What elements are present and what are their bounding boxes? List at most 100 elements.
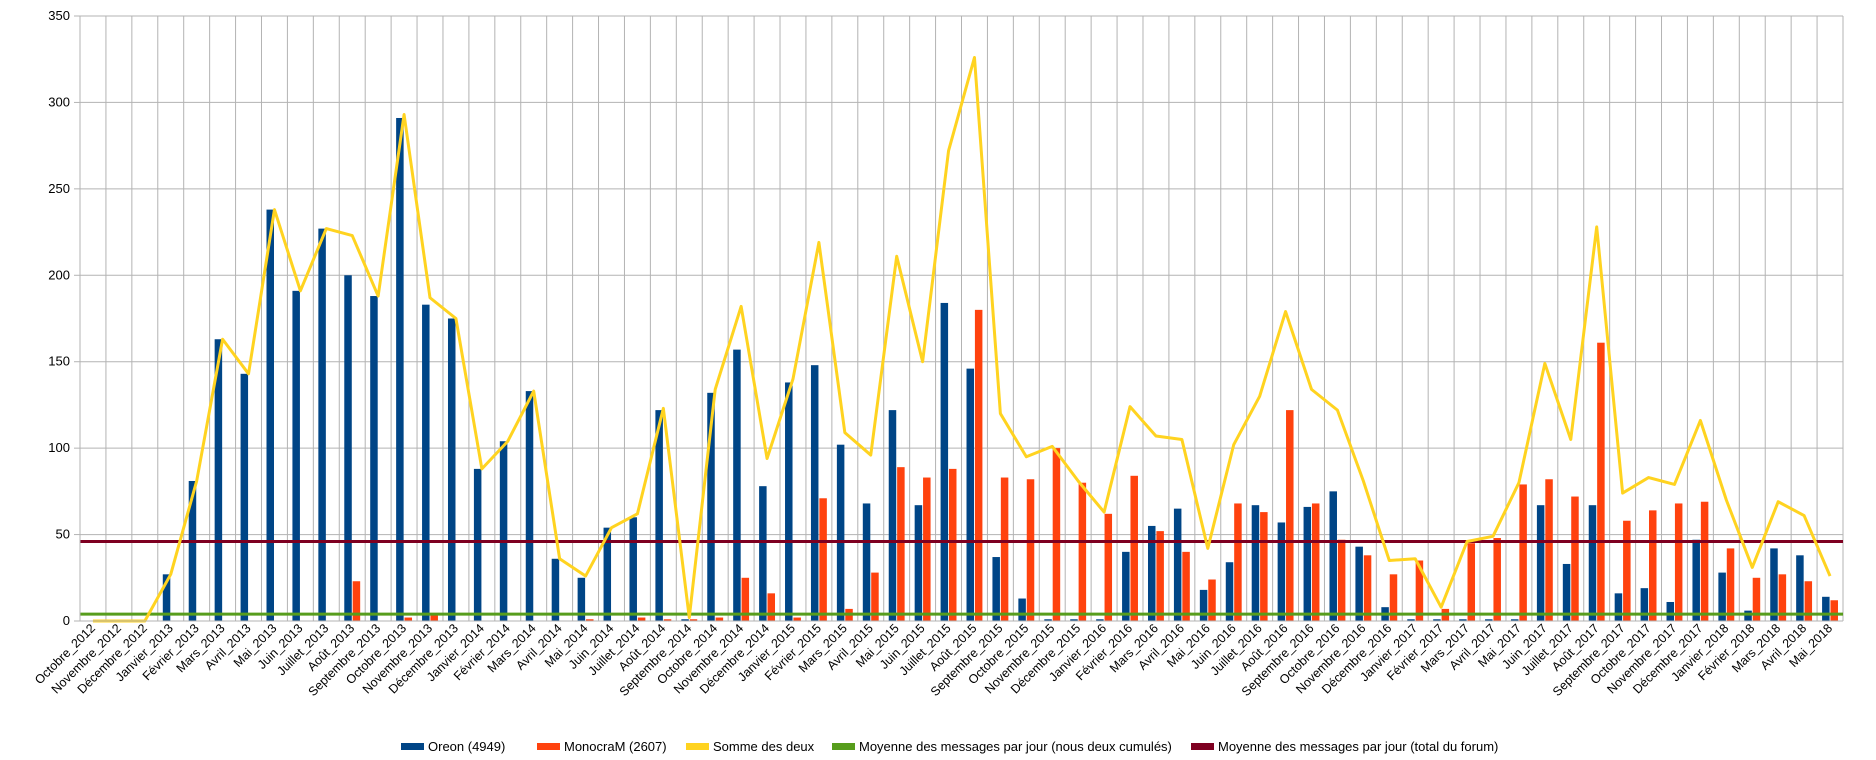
bar xyxy=(1337,539,1346,621)
y-tick-label: 150 xyxy=(48,354,70,369)
bar xyxy=(793,617,801,621)
bar xyxy=(1459,619,1467,621)
bar xyxy=(1433,619,1441,621)
bar xyxy=(344,275,352,621)
bar xyxy=(370,296,378,621)
y-tick-label: 100 xyxy=(48,440,70,455)
bar xyxy=(1493,538,1501,621)
bar xyxy=(1597,342,1605,621)
bar xyxy=(1485,619,1493,621)
bar xyxy=(1182,551,1190,621)
bar xyxy=(422,304,430,621)
legend-swatch xyxy=(401,743,424,750)
bar xyxy=(586,619,594,621)
bar xyxy=(266,209,274,621)
bar xyxy=(162,574,171,621)
bar xyxy=(1363,555,1372,621)
bar xyxy=(1173,508,1182,621)
bar xyxy=(318,228,326,621)
legend: Oreon (4949) MonocraM (2607) Somme des deu… xyxy=(401,739,1498,754)
bar xyxy=(1640,588,1649,621)
bar xyxy=(1122,551,1130,621)
bar xyxy=(603,527,612,621)
bar xyxy=(1000,477,1009,621)
bar xyxy=(1156,531,1164,621)
bar xyxy=(1277,522,1286,621)
bar xyxy=(1052,448,1061,621)
bar xyxy=(1718,572,1726,621)
bar xyxy=(1778,574,1787,621)
legend-item: Moyenne des messages par jour (nous deux… xyxy=(832,739,1172,754)
bar xyxy=(1026,479,1035,621)
bar xyxy=(188,480,197,621)
bar xyxy=(862,503,871,621)
bar xyxy=(689,619,698,621)
y-tick-label: 50 xyxy=(56,527,70,542)
bar xyxy=(974,309,983,621)
bar xyxy=(1700,501,1709,621)
bar xyxy=(1044,619,1052,621)
y-tick-label: 200 xyxy=(48,267,70,282)
bar xyxy=(292,290,300,621)
bar xyxy=(447,318,456,621)
bar xyxy=(897,467,905,621)
bar xyxy=(1726,548,1735,621)
bar xyxy=(681,619,689,621)
bar xyxy=(785,382,793,621)
bar xyxy=(1355,546,1363,621)
bar xyxy=(1649,510,1657,621)
legend-item: Somme des deux xyxy=(686,739,815,754)
bar xyxy=(733,349,741,621)
bar xyxy=(1519,484,1527,621)
bar xyxy=(992,557,1000,621)
series-line xyxy=(92,55,1832,623)
legend-swatch xyxy=(1191,743,1214,750)
bar xyxy=(888,410,897,621)
bar xyxy=(1389,574,1398,621)
bar xyxy=(430,614,438,621)
bar xyxy=(525,391,534,621)
average-lines xyxy=(80,539,1843,616)
bar xyxy=(1510,619,1519,621)
legend-swatch xyxy=(537,743,560,750)
bar xyxy=(1830,600,1838,621)
bar xyxy=(1104,513,1113,621)
bar xyxy=(1796,555,1804,621)
legend-swatch xyxy=(832,743,855,750)
legend-label: Moyenne des messages par jour (nous deux… xyxy=(859,739,1172,754)
bar xyxy=(1070,619,1078,621)
bar xyxy=(1770,548,1778,621)
bar xyxy=(1018,598,1026,621)
legend-item: Oreon (4949) xyxy=(401,739,505,754)
bar xyxy=(1096,619,1104,621)
bar xyxy=(1130,475,1138,621)
bar xyxy=(1260,512,1268,621)
bar xyxy=(499,441,508,621)
bar xyxy=(1562,563,1571,621)
y-tick-label: 0 xyxy=(63,613,70,628)
bar xyxy=(240,373,249,621)
legend-label: Somme des deux xyxy=(713,739,815,754)
bar xyxy=(1804,581,1813,621)
bar xyxy=(1329,491,1337,621)
bar xyxy=(1614,593,1623,621)
bar xyxy=(1692,539,1700,621)
bar xyxy=(1303,506,1312,621)
bar xyxy=(1225,562,1234,621)
bar xyxy=(1536,505,1545,621)
y-tick-label: 250 xyxy=(48,181,70,196)
bar xyxy=(655,410,663,621)
bar xyxy=(914,505,923,621)
bar xyxy=(759,486,767,621)
bar xyxy=(836,444,845,621)
bar xyxy=(1078,482,1087,621)
legend-item: MonocraM (2607) xyxy=(537,739,667,754)
bar xyxy=(663,619,672,621)
bar xyxy=(629,517,637,621)
bar xyxy=(810,365,819,621)
bar xyxy=(1571,496,1579,621)
bar xyxy=(715,617,724,621)
bar xyxy=(1623,520,1631,621)
bar xyxy=(940,302,949,621)
